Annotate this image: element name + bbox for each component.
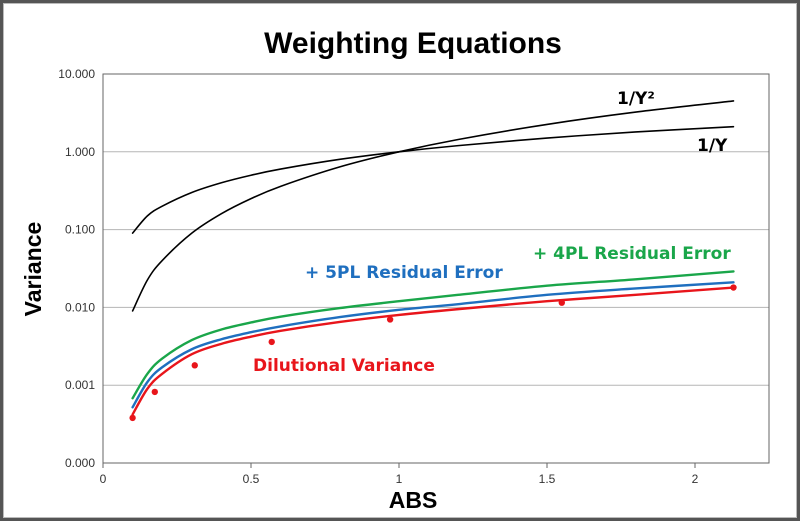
y-tick-label: 0.001: [65, 378, 95, 392]
y-tick-label: 0.010: [65, 300, 95, 314]
series-5pl-residual-error: [131, 281, 735, 409]
series-dilutional-variance: [131, 286, 735, 416]
y-tick-label: 0.100: [65, 223, 95, 237]
chart-title: Weighting Equations: [264, 27, 562, 60]
y-axis-title: Variance: [20, 222, 46, 317]
x-axis-title: ABS: [389, 487, 438, 513]
dilutional-data-point: [386, 316, 394, 323]
y-tick-label: 10.000: [58, 67, 95, 81]
label-5pl-residual-error: + 5PL Residual Error: [305, 263, 503, 283]
label-dilutional-variance: Dilutional Variance: [253, 356, 435, 376]
series-4pl-residual-error: [131, 270, 735, 400]
dilutional-data-point: [558, 299, 565, 306]
dilutional-data-point: [268, 338, 275, 346]
y-tick-label: 1.000: [65, 145, 95, 159]
label-4pl-residual-error: + 4PL Residual Error: [533, 244, 731, 264]
series-layer: [129, 100, 737, 422]
x-tick-label: 2: [692, 472, 699, 486]
label-1-over-y: 1/Y: [697, 136, 728, 156]
label-1-over-y-squared: 1/Y²: [617, 89, 655, 109]
tick-layer: 0.000 0.001 0.010 0.100 1.000 10.000 0 0.5 1 1.5 2: [58, 67, 698, 486]
x-tick-label: 0.5: [243, 472, 260, 486]
dilutional-data-point: [730, 284, 737, 291]
x-tick-label: 0: [100, 472, 107, 486]
x-tick-label: 1.5: [539, 472, 556, 486]
dilutional-data-point: [129, 414, 136, 422]
series-1-over-y: [131, 125, 735, 234]
dilutional-data-point: [151, 388, 158, 396]
x-tick-label: 1: [396, 472, 403, 486]
chart-svg: Weighting Equations 0.000 0.001 0.010 0.100…: [20, 27, 770, 513]
series-1-over-y-squared: [131, 100, 735, 312]
y-tick-label: 0.000: [65, 456, 95, 470]
dilutional-data-point: [191, 362, 198, 369]
plot-area-border: [102, 73, 770, 464]
